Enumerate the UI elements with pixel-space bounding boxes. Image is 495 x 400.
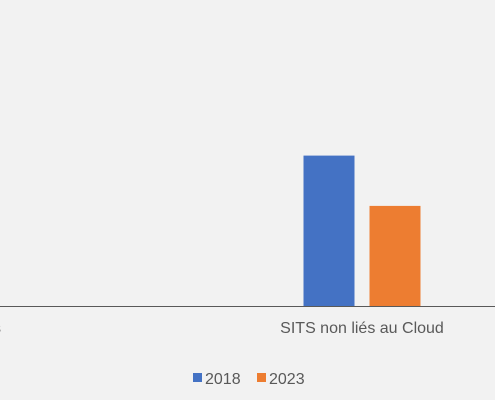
x-tick-labels: s SITS non liés au Cloud	[0, 320, 444, 337]
bar-2018-2	[303, 155, 355, 307]
legend-label-2023: 2023	[269, 371, 305, 388]
bar-2023-2	[369, 205, 421, 307]
x-tick-label-1: s	[0, 320, 1, 337]
x-tick-label-2: SITS non liés au Cloud	[280, 320, 444, 337]
legend-label-2018: 2018	[205, 371, 241, 388]
legend-swatch-2018	[193, 373, 202, 382]
bars-group	[303, 155, 421, 307]
legend-swatch-2023	[257, 373, 266, 382]
legend: 2018 2023	[193, 371, 305, 388]
